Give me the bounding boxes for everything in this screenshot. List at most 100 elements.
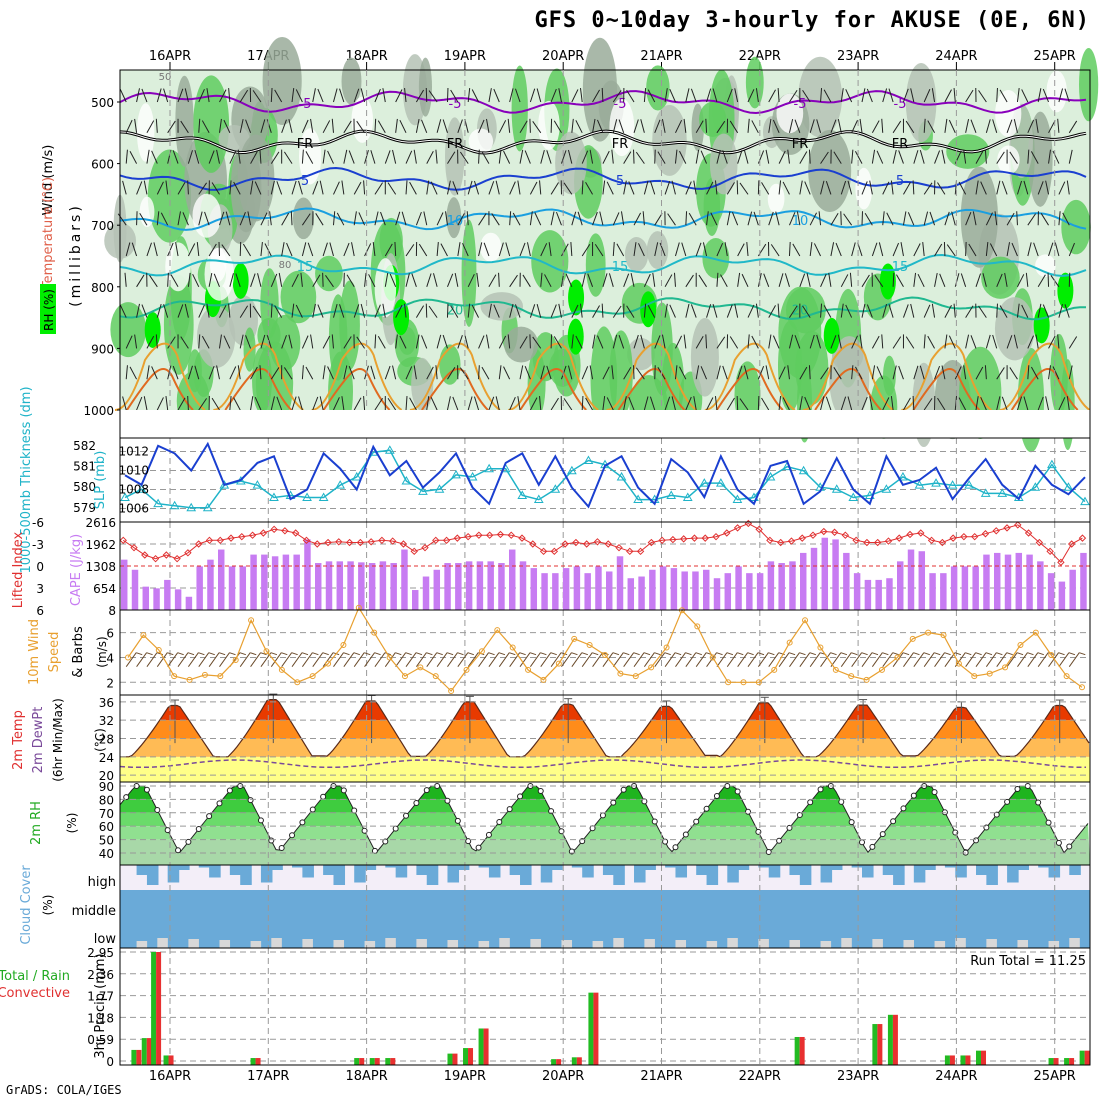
wind-barb bbox=[602, 150, 610, 164]
wind-barb bbox=[923, 398, 933, 411]
wind-barb bbox=[808, 149, 811, 164]
wind-barb-flag bbox=[1079, 652, 1086, 656]
wind-barb bbox=[683, 334, 687, 349]
wind-barb-10m bbox=[623, 652, 635, 668]
wind-barb bbox=[270, 303, 273, 318]
precip-tick: 1.77 bbox=[87, 990, 114, 1004]
rh-point bbox=[693, 818, 700, 825]
lifted-axis-label: Lifted Index bbox=[11, 531, 26, 608]
rh-region bbox=[193, 75, 230, 173]
wind-barb bbox=[507, 334, 511, 349]
rh-tick: 50 bbox=[99, 834, 114, 848]
wind-barb bbox=[1042, 304, 1050, 318]
temp-axis-label-a: 2m Temp bbox=[11, 710, 26, 770]
wind-barb bbox=[649, 396, 656, 411]
wind-barb bbox=[675, 119, 683, 134]
wind-barb bbox=[467, 88, 471, 103]
lifted-point bbox=[259, 529, 268, 537]
rh-point bbox=[154, 806, 161, 813]
wind-barb bbox=[782, 397, 790, 411]
cape-bar bbox=[304, 539, 311, 610]
wind-barb bbox=[170, 274, 179, 288]
wind-barb bbox=[1016, 180, 1023, 195]
wind-barb bbox=[466, 211, 469, 226]
wind-barb bbox=[716, 272, 719, 287]
rh-dry-region bbox=[468, 128, 494, 155]
wind-barb bbox=[198, 398, 208, 411]
wind-barb bbox=[394, 241, 397, 257]
wind-barb bbox=[348, 365, 355, 380]
wind-barb bbox=[1013, 119, 1018, 133]
wind-barb bbox=[642, 211, 645, 226]
wind-barb bbox=[751, 120, 759, 134]
rh-point bbox=[413, 799, 420, 806]
wind-barb bbox=[710, 212, 718, 226]
wind-barb bbox=[994, 211, 998, 226]
wind-barb bbox=[151, 366, 158, 380]
wind-barb bbox=[374, 118, 377, 133]
wind-barb-flag bbox=[1037, 652, 1044, 656]
wind-barb bbox=[716, 120, 726, 134]
wind-barb bbox=[702, 242, 708, 257]
wind-barb bbox=[409, 397, 417, 411]
wind-speed-point bbox=[1063, 673, 1070, 680]
wind-barb-10m bbox=[716, 652, 728, 668]
wind-barb bbox=[1054, 242, 1060, 257]
wind-barb bbox=[312, 274, 321, 288]
rh-region bbox=[243, 327, 256, 372]
wind-barb bbox=[1045, 396, 1050, 411]
wind-barb bbox=[447, 151, 456, 164]
wind-barb bbox=[820, 151, 829, 164]
wind-barb bbox=[968, 243, 977, 257]
wind-barb bbox=[415, 305, 425, 318]
wind-barb bbox=[902, 211, 907, 226]
wind-barb bbox=[187, 272, 191, 287]
wind-barb bbox=[374, 182, 383, 195]
wind-barb bbox=[939, 273, 946, 287]
cloud-high-bar bbox=[986, 865, 998, 885]
isotherm-label: 5 bbox=[616, 174, 624, 189]
pressure-tick: 800 bbox=[91, 281, 114, 295]
wind-barb-10m bbox=[571, 652, 583, 668]
wind-barb bbox=[571, 118, 574, 133]
rh-tick: 40 bbox=[99, 847, 114, 861]
wind-barb bbox=[384, 243, 393, 257]
wind-barb bbox=[999, 305, 1008, 318]
lifted-point bbox=[270, 525, 278, 534]
wind-barb bbox=[768, 305, 776, 318]
wind-barb bbox=[553, 120, 562, 134]
wind-barb bbox=[198, 118, 201, 133]
wind-barb bbox=[319, 396, 324, 411]
wind-barb bbox=[789, 305, 798, 318]
wind-barb bbox=[346, 274, 355, 288]
rh-point bbox=[257, 817, 264, 824]
cloud-high-bar bbox=[944, 865, 957, 868]
precip-convective-bar bbox=[136, 1049, 142, 1065]
rh-point bbox=[745, 808, 752, 815]
day-label-top: 16APR bbox=[149, 49, 191, 64]
wind-barb bbox=[809, 334, 815, 349]
wind-barb bbox=[327, 150, 334, 164]
rh-point bbox=[848, 819, 855, 826]
wind-barb bbox=[440, 243, 448, 257]
wind-barb bbox=[898, 150, 904, 164]
rh-max-region bbox=[232, 262, 249, 299]
wind-barb-10m bbox=[457, 652, 469, 668]
wind-barb bbox=[840, 180, 847, 195]
wind-barb bbox=[851, 242, 856, 257]
wind-barb-10m bbox=[1037, 652, 1049, 668]
wind-barb bbox=[495, 180, 500, 195]
wind-barb bbox=[483, 242, 490, 257]
wind-barb bbox=[288, 334, 293, 349]
wind-barb bbox=[724, 242, 728, 257]
wind-barb bbox=[198, 182, 208, 195]
wind-barb bbox=[146, 335, 155, 349]
wind-barb-10m bbox=[633, 652, 645, 668]
precip-convective-label: Convective bbox=[0, 986, 70, 1001]
wind-barb-10m bbox=[643, 652, 655, 668]
wind-barb bbox=[876, 150, 884, 164]
wind-barb bbox=[1058, 303, 1064, 318]
wind-barb bbox=[674, 242, 680, 257]
wind-barb bbox=[788, 241, 791, 257]
wind-barb bbox=[1016, 88, 1020, 103]
